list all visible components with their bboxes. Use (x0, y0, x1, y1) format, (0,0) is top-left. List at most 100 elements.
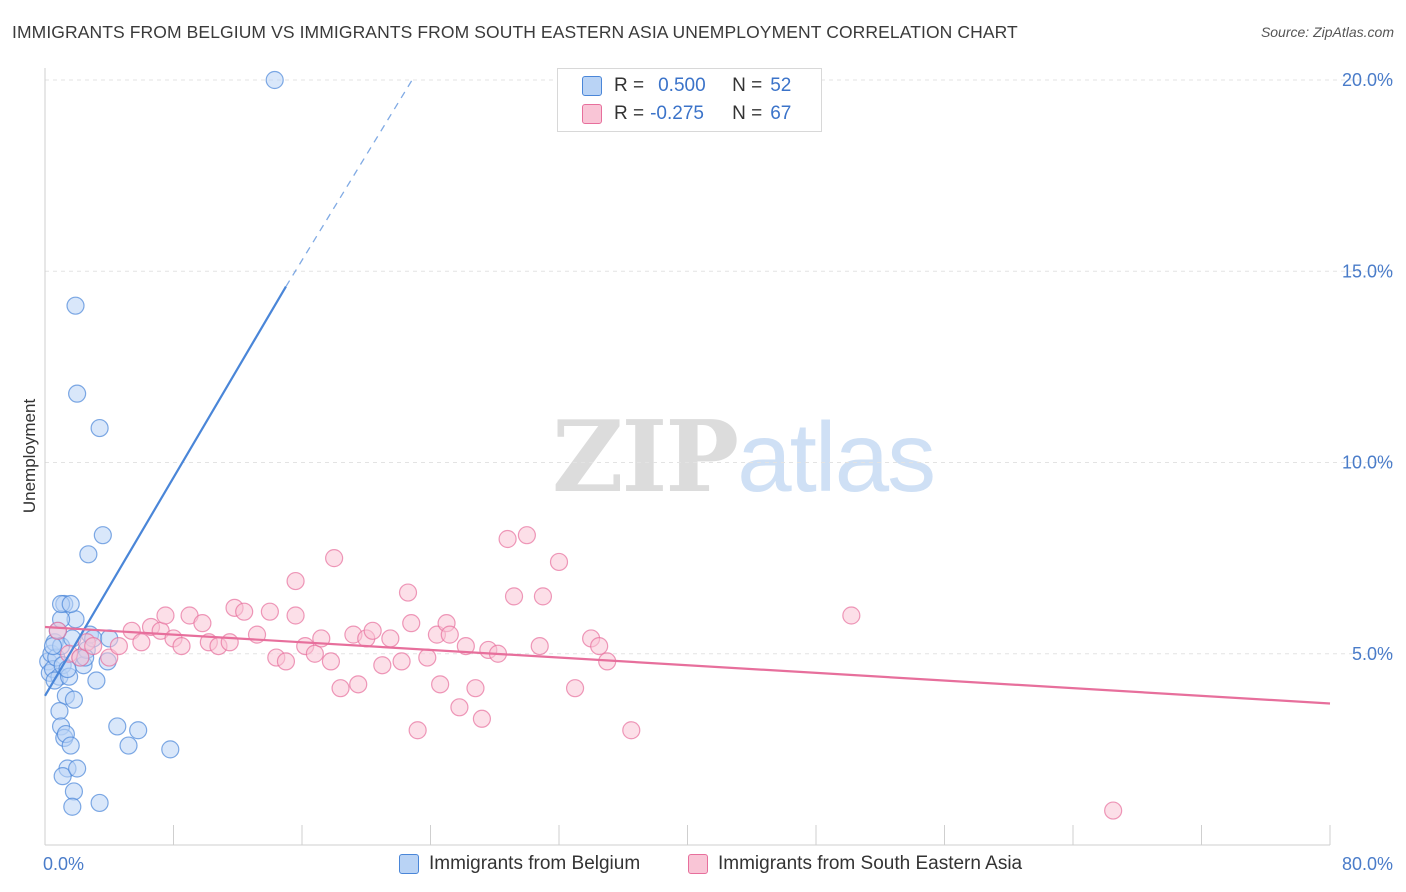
point-belgium (161, 740, 180, 759)
bottom-legend-belgium: Immigrants from Belgium (399, 851, 640, 877)
point-south-eastern-asia (472, 709, 491, 728)
axes (44, 68, 1331, 846)
point-belgium (79, 545, 98, 564)
point-south-eastern-asia (450, 698, 469, 717)
point-south-eastern-asia (565, 679, 585, 698)
point-south-eastern-asia (286, 571, 305, 591)
point-south-eastern-asia (84, 636, 103, 656)
y-tick-label: 10.0% (1342, 453, 1393, 473)
legend-r-label: R = (614, 103, 645, 124)
trend-line-south-eastern-asia (44, 625, 1331, 705)
point-south-eastern-asia (260, 602, 279, 621)
point-south-eastern-asia (549, 552, 569, 572)
watermark-atlas: atlas (737, 402, 936, 512)
legend-r-label: R = (614, 75, 645, 96)
point-south-eastern-asia (349, 675, 368, 694)
point-south-eastern-asia (132, 633, 151, 652)
point-south-eastern-asia (286, 606, 305, 625)
point-south-eastern-asia (156, 606, 175, 625)
data-points (39, 70, 1123, 820)
point-south-eastern-asia (48, 621, 67, 640)
point-belgium (61, 736, 80, 755)
watermark-zip: ZIP (552, 400, 739, 515)
point-south-eastern-asia (498, 529, 517, 549)
y-axis-label: Unemployment (20, 399, 39, 514)
legend-n-label: N = (732, 103, 763, 124)
point-south-eastern-asia (530, 636, 549, 656)
point-south-eastern-asia (381, 629, 400, 648)
point-belgium (63, 797, 82, 816)
point-belgium (87, 671, 106, 690)
point-south-eastern-asia (276, 652, 296, 671)
legend-n-value-sea: 67 (770, 103, 792, 124)
point-south-eastern-asia (71, 648, 90, 667)
legend-n-value-belgium: 52 (770, 75, 792, 96)
point-belgium (64, 690, 84, 709)
legend-n-label: N = (732, 75, 763, 96)
point-belgium (43, 636, 63, 656)
point-south-eastern-asia (517, 526, 536, 545)
point-south-eastern-asia (392, 652, 411, 671)
point-south-eastern-asia (373, 656, 392, 675)
trend-lines (44, 75, 1331, 705)
point-south-eastern-asia (466, 679, 485, 698)
point-south-eastern-asia (321, 652, 341, 671)
point-south-eastern-asia (431, 675, 450, 694)
tick-labels: 5.0% 10.0% 15.0% 20.0% 0.0% 80.0% (43, 70, 1393, 874)
point-belgium (93, 526, 112, 545)
chart-source: Source: ZipAtlas.com (1260, 24, 1394, 40)
stats-legend: R = 0.500 N = 52 R = -0.275 N = 67 (557, 68, 822, 132)
point-belgium (90, 793, 109, 813)
point-south-eastern-asia (325, 549, 344, 568)
legend-row-belgium: R = 0.500 N = 52 (582, 73, 791, 99)
legend-swatch-belgium (582, 76, 602, 96)
point-south-eastern-asia (842, 606, 861, 625)
legend-r-value-sea: -0.275 (650, 103, 704, 124)
point-south-eastern-asia (220, 633, 239, 652)
point-south-eastern-asia (533, 587, 553, 606)
y-tick-label: 5.0% (1352, 644, 1393, 664)
bottom-legend-label-sea: Immigrants from South Eastern Asia (718, 853, 1023, 874)
bottom-legend-swatch-belgium (399, 854, 419, 874)
point-belgium (265, 70, 284, 90)
point-south-eastern-asia (418, 648, 437, 667)
legend-r-value-belgium: 0.500 (658, 75, 706, 96)
point-south-eastern-asia (456, 636, 475, 656)
point-belgium (61, 594, 80, 614)
point-belgium (53, 767, 72, 786)
point-south-eastern-asia (363, 621, 382, 640)
legend-row-sea: R = -0.275 N = 67 (582, 101, 791, 127)
point-south-eastern-asia (305, 644, 324, 663)
point-belgium (66, 296, 85, 315)
point-belgium (50, 702, 69, 721)
legend-swatch-sea (582, 104, 602, 124)
trend-line-belgium-extension (285, 75, 415, 287)
bottom-legend-swatch-sea (688, 854, 708, 874)
point-belgium (119, 736, 138, 755)
chart-title: IMMIGRANTS FROM BELGIUM VS IMMIGRANTS FR… (12, 22, 1018, 42)
point-belgium (108, 717, 127, 736)
point-belgium (129, 721, 148, 740)
point-south-eastern-asia (504, 587, 524, 606)
bottom-legend-label-belgium: Immigrants from Belgium (429, 853, 641, 874)
watermark: ZIPatlas (552, 400, 936, 515)
point-belgium (64, 782, 84, 801)
gridlines (45, 79, 1393, 655)
point-south-eastern-asia (590, 636, 609, 656)
x-tick-label: 80.0% (1342, 854, 1393, 874)
point-south-eastern-asia (440, 625, 459, 644)
point-belgium (90, 418, 109, 438)
point-south-eastern-asia (109, 636, 128, 656)
point-south-eastern-asia (402, 614, 421, 633)
trend-line-belgium (44, 285, 287, 697)
x-tick-label: 0.0% (43, 854, 84, 874)
point-south-eastern-asia (235, 602, 254, 621)
point-south-eastern-asia (331, 679, 350, 698)
point-belgium (68, 759, 87, 778)
y-tick-label: 15.0% (1342, 261, 1393, 281)
bottom-legend-sea: Immigrants from South Eastern Asia (688, 851, 1022, 877)
y-tick-label: 20.0% (1342, 70, 1393, 90)
point-south-eastern-asia (172, 636, 191, 656)
point-south-eastern-asia (408, 721, 427, 740)
